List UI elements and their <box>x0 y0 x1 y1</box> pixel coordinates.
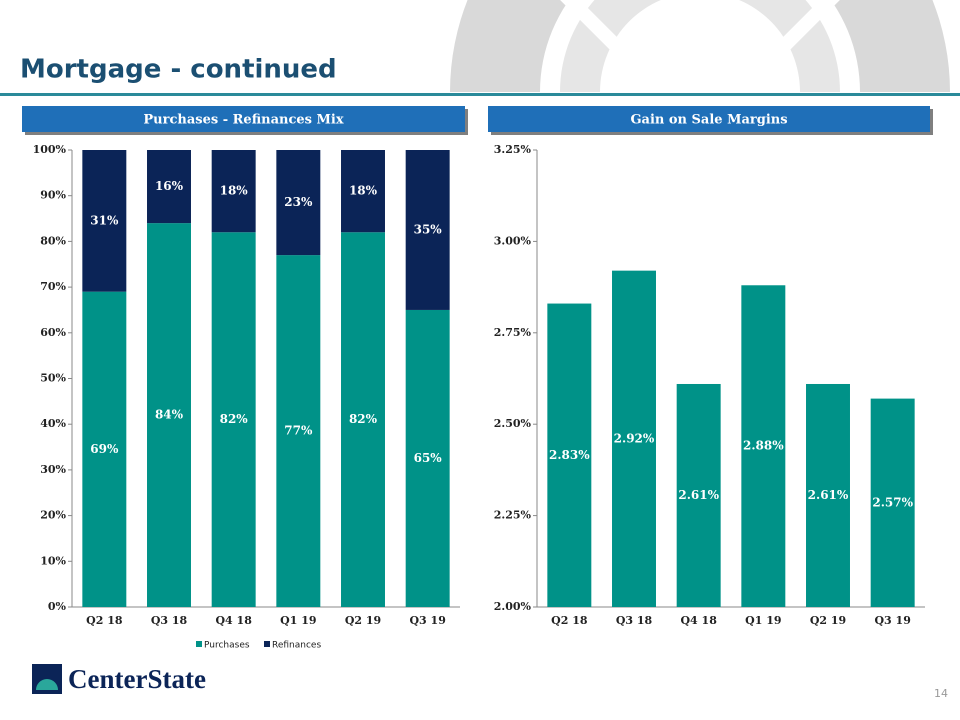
bar <box>870 398 915 607</box>
background-emblem <box>450 0 950 92</box>
bar <box>405 309 450 607</box>
x-tick-label: Q2 18 <box>551 614 588 627</box>
data-label: 82% <box>349 412 378 426</box>
y-tick-label: 3.00% <box>494 234 532 247</box>
y-tick-label: 3.25% <box>494 143 532 156</box>
y-tick-label: 20% <box>40 509 66 522</box>
x-tick-label: Q2 19 <box>810 614 846 627</box>
data-label: 65% <box>414 451 443 465</box>
data-label: 2.83% <box>549 448 590 462</box>
bar <box>612 270 656 607</box>
x-tick-label: Q2 19 <box>345 614 381 627</box>
y-tick-label: 70% <box>40 280 66 293</box>
slide-title: Mortgage - continued <box>20 55 337 85</box>
bar <box>276 255 321 608</box>
bar <box>211 232 256 607</box>
data-label: 2.61% <box>808 488 849 502</box>
bar <box>741 285 786 607</box>
page-number: 14 <box>934 687 948 700</box>
bar <box>82 150 127 292</box>
y-tick-label: 30% <box>40 463 66 476</box>
logo: CenterState <box>32 664 206 694</box>
chart-header <box>488 106 930 132</box>
legend-label: Purchases <box>204 641 250 651</box>
bar <box>211 150 256 233</box>
logo-text: CenterState <box>68 664 206 694</box>
y-tick-label: 2.50% <box>494 417 532 430</box>
bar <box>341 232 385 607</box>
data-label: 2.57% <box>872 495 913 509</box>
y-tick-label: 90% <box>40 189 66 202</box>
chart-title: Gain on Sale Margins <box>630 113 787 128</box>
y-tick-label: 0% <box>48 600 67 613</box>
x-tick-label: Q3 19 <box>874 614 910 627</box>
x-tick-label: Q3 18 <box>616 614 653 627</box>
y-tick-label: 10% <box>40 554 66 567</box>
data-label: 16% <box>155 179 184 193</box>
bar <box>806 383 850 607</box>
x-tick-label: Q4 18 <box>680 614 717 627</box>
y-tick-label: 100% <box>33 143 67 156</box>
data-label: 2.88% <box>743 439 784 453</box>
data-label: 18% <box>349 184 378 198</box>
y-tick-label: 60% <box>40 326 66 339</box>
y-tick-label: 2.00% <box>494 600 532 613</box>
x-tick-label: Q1 19 <box>280 614 316 627</box>
bar <box>276 150 321 256</box>
x-tick-label: Q4 18 <box>215 614 252 627</box>
legend-swatch <box>196 641 202 647</box>
legend-swatch <box>264 641 270 647</box>
data-label: 18% <box>220 184 249 198</box>
y-tick-label: 50% <box>40 372 66 385</box>
data-label: 2.61% <box>678 488 719 502</box>
data-label: 2.92% <box>614 431 655 445</box>
data-label: 35% <box>414 222 443 236</box>
data-label: 23% <box>284 195 313 209</box>
data-label: 77% <box>284 424 313 438</box>
data-label: 31% <box>90 213 119 227</box>
y-tick-label: 2.25% <box>494 509 532 522</box>
data-label: 84% <box>155 408 184 422</box>
title-rule <box>0 93 960 96</box>
chart-header <box>22 106 465 132</box>
bar <box>676 383 721 607</box>
legend-label: Refinances <box>272 641 321 651</box>
bar <box>405 150 450 310</box>
y-tick-label: 2.75% <box>494 326 532 339</box>
bar <box>547 303 592 607</box>
y-tick-label: 80% <box>40 234 66 247</box>
y-tick-label: 40% <box>40 417 66 430</box>
bar <box>341 150 385 233</box>
bar <box>147 150 191 224</box>
bar <box>82 291 127 607</box>
chart-title: Purchases - Refinances Mix <box>143 113 343 128</box>
x-tick-label: Q1 19 <box>745 614 781 627</box>
x-tick-label: Q2 18 <box>86 614 123 627</box>
bar <box>147 223 191 607</box>
x-tick-label: Q3 19 <box>409 614 445 627</box>
data-label: 82% <box>220 412 249 426</box>
data-label: 69% <box>90 442 119 456</box>
x-tick-label: Q3 18 <box>151 614 188 627</box>
